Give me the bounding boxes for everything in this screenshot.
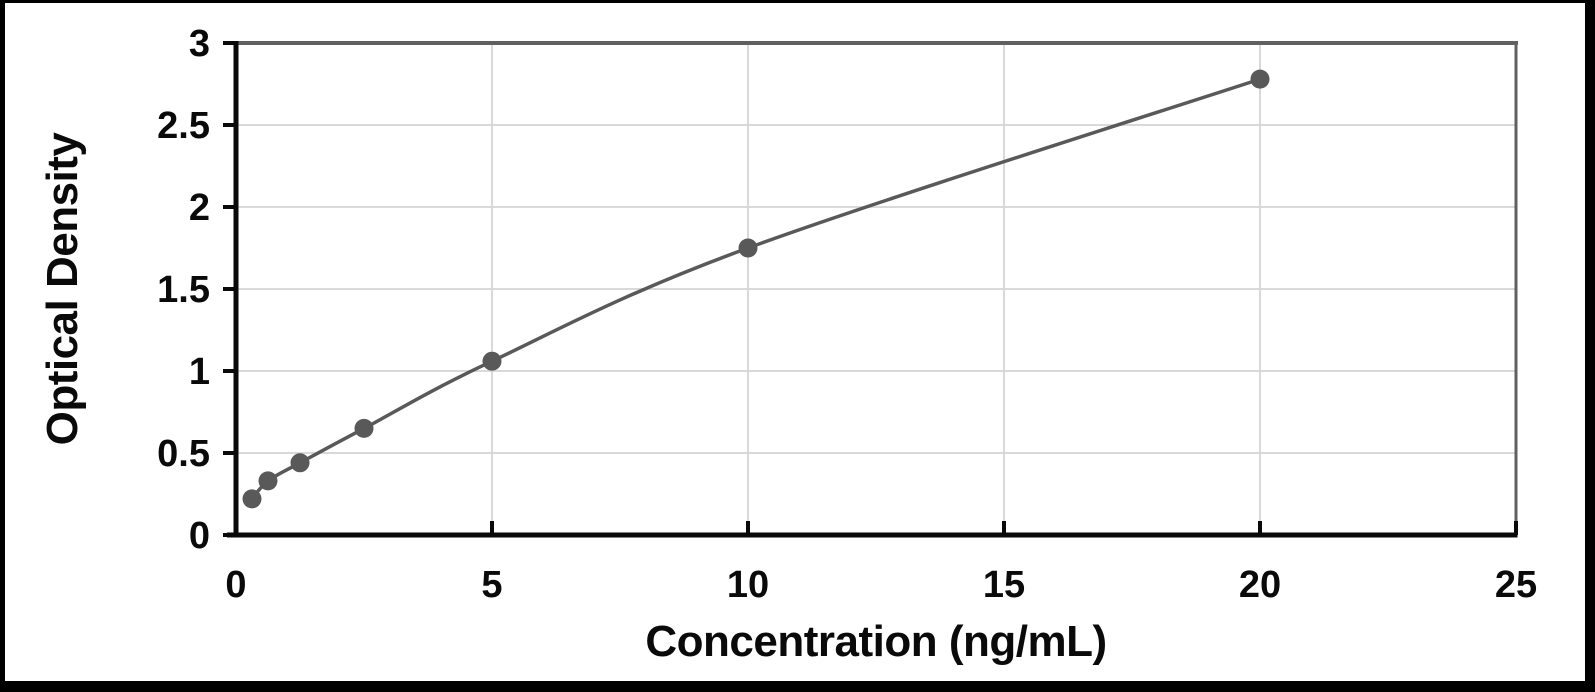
data-point-3 [354,418,374,438]
data-series [242,69,1270,509]
x-axis-title: Concentration (ng/mL) [645,617,1106,666]
y-tick-label-3: 3 [189,23,210,65]
data-point-2 [290,453,310,473]
data-point-4 [482,351,502,371]
data-point-5 [738,238,758,258]
data-point-1 [258,471,278,491]
gridlines [236,43,1516,535]
standard-curve-chart: 00.511.522.530 5 10 15 20 25 Optical Density … [38,23,1537,666]
x-tick-label-0: 0 [225,564,246,606]
x-tick-label-25: 25 [1495,564,1537,606]
data-point-6 [1250,69,1270,89]
x-tick-label-15: 15 [983,564,1025,606]
y-tick-label-2: 2 [189,187,210,229]
y-tick-label-2.5: 2.5 [157,105,210,147]
data-point-0 [242,489,262,509]
y-axis-title: Optical Density [38,132,87,446]
axis-ticks [223,41,1518,537]
plot-border [236,41,1518,535]
y-tick-label-0: 0 [189,515,210,557]
tick-labels: 0 0.5 1 1.5 2 2.5 3 0 5 10 15 20 25 [157,23,1537,606]
y-tick-label-1: 1 [189,351,210,393]
y-tick-label-1.5: 1.5 [157,269,210,311]
x-tick-label-10: 10 [727,564,769,606]
y-tick-label-0.5: 0.5 [157,433,210,475]
x-tick-label-20: 20 [1239,564,1281,606]
x-tick-label-5: 5 [481,564,502,606]
chart-canvas: 0 0.5 1 1.5 2 2.5 3 0 5 10 15 20 25 Optical Density … [5,3,1585,681]
